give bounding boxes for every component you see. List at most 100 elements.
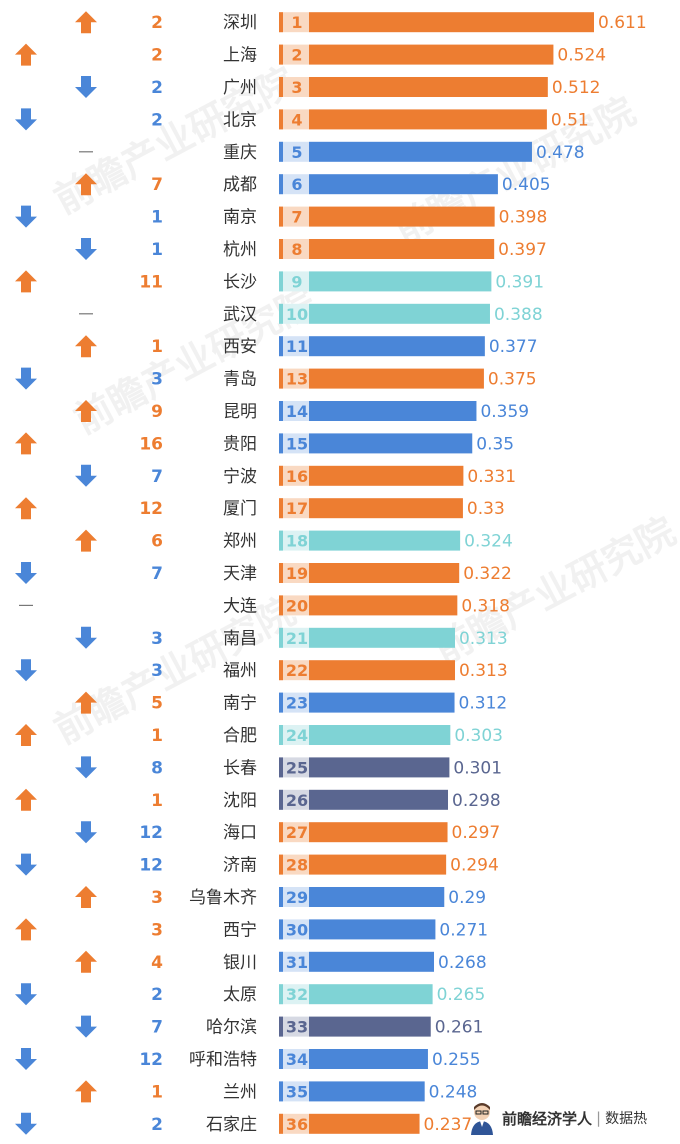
city-label: 重庆 (223, 143, 257, 163)
value-label: 0.313 (459, 661, 508, 681)
city-label: 沈阳 (223, 791, 257, 811)
rank-badge-stripe (279, 465, 283, 486)
rank-badge (279, 1016, 309, 1037)
city-label: 杭州 (223, 240, 257, 260)
rank-change-up-arrow-icon (75, 1080, 97, 1103)
city-label: 上海 (223, 46, 257, 66)
value-bar (309, 692, 455, 713)
rank-badge (279, 44, 309, 65)
value-label: 0.51 (551, 110, 589, 130)
rank-change-up-arrow-icon (15, 43, 37, 66)
rank-number: 24 (286, 726, 308, 745)
rank-number: 36 (286, 1115, 308, 1134)
rank-change-up-arrow-icon (75, 950, 97, 973)
rank-change-number: 2 (151, 985, 163, 1005)
rank-change-number: 8 (151, 758, 163, 778)
rank-badge-stripe (279, 1049, 283, 1069)
rank-badge (279, 789, 309, 810)
rank-change-number: 2 (151, 110, 163, 130)
rank-change-number: 2 (151, 1115, 163, 1135)
value-label: 0.398 (499, 208, 548, 228)
rank-change-number: 2 (151, 13, 163, 33)
value-label: 0.303 (454, 726, 503, 746)
city-label: 石家庄 (206, 1115, 257, 1135)
rank-change-number: 7 (151, 467, 163, 487)
rank-badge-stripe (279, 141, 283, 162)
rank-badge-stripe (279, 12, 283, 33)
value-bar (309, 44, 554, 65)
rank-change-number: 11 (139, 272, 163, 292)
rank-change-up-arrow-icon (75, 400, 97, 422)
rank-change-number: 3 (151, 888, 163, 908)
value-bar (309, 530, 461, 551)
rank-change-number: 5 (151, 694, 163, 714)
rank-change-number: 7 (151, 1018, 163, 1038)
value-label: 0.271 (439, 920, 488, 940)
rank-badge (279, 1081, 309, 1102)
rank-badge (279, 563, 309, 583)
rank-badge-stripe (279, 433, 283, 454)
value-bar (309, 303, 490, 324)
rank-badge-stripe (279, 174, 283, 195)
rank-number: 20 (286, 596, 308, 615)
rank-badge-stripe (279, 77, 283, 97)
city-label: 乌鲁木齐 (189, 888, 257, 908)
rank-badge-stripe (279, 530, 283, 551)
value-label: 0.375 (488, 370, 537, 390)
rank-badge (279, 401, 309, 421)
value-label: 0.524 (557, 46, 606, 66)
city-label: 广州 (223, 78, 257, 98)
city-label: 银川 (223, 953, 257, 973)
rank-change-up-arrow-icon (75, 173, 97, 196)
city-label: 兰州 (223, 1082, 257, 1102)
rank-badge (279, 141, 309, 162)
rank-badge-stripe (279, 692, 283, 713)
rank-badge-stripe (279, 368, 283, 389)
value-bar (309, 368, 484, 389)
value-bar (309, 1081, 425, 1102)
rank-change-down-arrow-icon (15, 108, 37, 131)
rank-badge (279, 303, 309, 324)
value-label: 0.397 (498, 240, 547, 260)
rank-number: 30 (286, 920, 308, 939)
city-label: 长沙 (223, 272, 257, 292)
rank-badge (279, 854, 309, 875)
value-bar (309, 433, 473, 454)
rank-badge (279, 1113, 309, 1134)
value-label: 0.35 (476, 434, 514, 454)
rank-number: 35 (286, 1082, 308, 1101)
footer-subtitle: 数据热 (605, 1111, 648, 1127)
city-label: 哈尔滨 (206, 1018, 257, 1038)
rank-change-number: 12 (139, 499, 163, 519)
value-bar (309, 174, 498, 195)
value-bar (309, 887, 445, 907)
city-label: 长春 (223, 758, 257, 778)
rank-number: 25 (286, 758, 308, 777)
rank-badge-stripe (279, 498, 283, 519)
rank-badge (279, 336, 309, 357)
rank-change-number: 2 (151, 78, 163, 98)
city-label: 贵阳 (223, 434, 257, 454)
rank-change-number: 4 (151, 953, 163, 973)
value-bar (309, 757, 450, 778)
rank-change-up-arrow-icon (75, 11, 97, 34)
rank-number: 8 (291, 240, 302, 259)
rank-change-up-arrow-icon (15, 918, 37, 941)
rank-number: 10 (286, 305, 308, 324)
value-label: 0.611 (598, 13, 647, 33)
city-label: 昆明 (223, 402, 257, 422)
rank-badge (279, 12, 309, 33)
city-label: 大连 (223, 596, 257, 616)
rank-change-number: 7 (151, 564, 163, 584)
rank-number: 2 (291, 46, 302, 65)
city-label: 宁波 (223, 467, 257, 487)
rank-badge-stripe (279, 919, 283, 940)
rank-change-number: 1 (151, 726, 163, 746)
rank-change-number: 3 (151, 661, 163, 681)
city-label: 青岛 (223, 370, 257, 390)
rank-change-number: 3 (151, 920, 163, 940)
rank-change-up-arrow-icon (15, 497, 37, 520)
rank-change-up-arrow-icon (15, 788, 37, 811)
rank-change-number: 2 (151, 46, 163, 66)
rank-change-number: 12 (139, 856, 163, 876)
